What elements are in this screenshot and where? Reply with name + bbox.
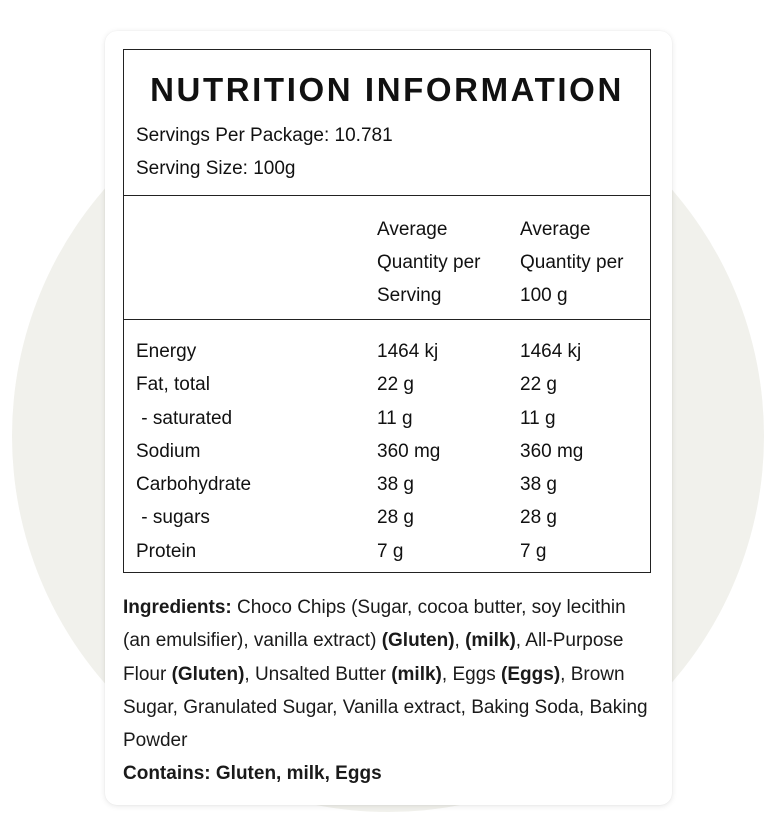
nutrient-row-energy: Energy 1464 kj 1464 kj bbox=[124, 335, 650, 368]
nutrient-name: Energy bbox=[136, 341, 197, 362]
nutrient-row-sodium: Sodium 360 mg 360 mg bbox=[124, 435, 650, 468]
nutrient-row-carbohydrate: Carbohydrate 38 g 38 g bbox=[124, 468, 650, 501]
column-header-per-100g: Average Quantity per 100 g bbox=[520, 219, 624, 306]
nutrient-row-protein: Protein 7 g 7 g bbox=[124, 535, 650, 568]
nutrient-name: Sodium bbox=[136, 440, 201, 462]
ingredients-text: , Eggs bbox=[441, 663, 502, 685]
nutrient-per-100g: 11 g bbox=[520, 407, 556, 429]
nutrient-per-100g: 7 g bbox=[520, 540, 547, 562]
nutrient-per-serving: 11 g bbox=[377, 407, 413, 429]
allergen-eggs: (Eggs) bbox=[501, 663, 561, 685]
ingredients-text: , Brown Sugar, Granulated Sugar, Vanilla… bbox=[123, 663, 648, 752]
nutrient-per-serving: 28 g bbox=[377, 507, 414, 529]
nutrient-name: - saturated bbox=[136, 407, 233, 429]
nutrient-per-serving: 22 g bbox=[377, 374, 414, 396]
ingredients-text: , All-Purpose Flour bbox=[123, 630, 624, 685]
nutrient-rows: Energy 1464 kj 1464 kj Fat, total 22 g 2… bbox=[124, 335, 650, 568]
nutrient-per-100g: 38 g bbox=[520, 474, 557, 496]
allergen-milk: (milk) bbox=[391, 663, 442, 685]
nutrient-per-100g: 22 g bbox=[520, 374, 557, 396]
nutrient-row-saturated: - saturated 11 g 11 g bbox=[124, 402, 650, 435]
ingredients-text: , bbox=[454, 630, 466, 652]
ingredients-heading: Ingredients: bbox=[123, 597, 232, 618]
ingredients-text: , Unsalted Butter bbox=[244, 663, 392, 685]
contains-allergens: Contains: Gluten, milk, Eggs bbox=[123, 763, 382, 785]
divider-header bbox=[124, 319, 650, 320]
ingredients-text: Choco Chips (Sugar, cocoa butter, soy le… bbox=[123, 597, 626, 652]
nutrient-per-serving: 38 g bbox=[377, 474, 414, 496]
nutrient-row-fat-total: Fat, total 22 g 22 g bbox=[124, 368, 650, 401]
nutrient-name: Carbohydrate bbox=[136, 474, 252, 496]
allergen-milk: (milk) bbox=[465, 630, 516, 652]
column-header-per-serving: Average Quantity per Serving bbox=[377, 219, 481, 306]
nutrient-name: - sugars bbox=[136, 507, 210, 529]
divider-top bbox=[124, 195, 650, 196]
nutrient-per-100g: 28 g bbox=[520, 507, 557, 529]
servings-per-package: Servings Per Package: 10.781 bbox=[136, 125, 393, 146]
nutrient-name: Protein bbox=[136, 540, 197, 562]
nutrient-per-serving: 1464 kj bbox=[377, 341, 439, 362]
nutrition-panel: NUTRITION INFORMATION Servings Per Packa… bbox=[123, 49, 651, 573]
nutrition-title: NUTRITION INFORMATION bbox=[150, 71, 624, 108]
nutrient-per-100g: 1464 kj bbox=[520, 341, 582, 362]
nutrient-per-serving: 360 mg bbox=[377, 440, 441, 462]
nutrient-name: Fat, total bbox=[136, 374, 210, 396]
nutrient-per-100g: 360 mg bbox=[520, 440, 584, 462]
nutrition-card: NUTRITION INFORMATION Servings Per Packa… bbox=[105, 31, 672, 805]
nutrient-per-serving: 7 g bbox=[377, 540, 404, 562]
allergen-gluten: (Gluten) bbox=[171, 663, 245, 685]
serving-size: Serving Size: 100g bbox=[136, 158, 296, 179]
ingredients-block: Ingredients: Choco Chips (Sugar, cocoa b… bbox=[123, 591, 651, 791]
nutrient-row-sugars: - sugars 28 g 28 g bbox=[124, 501, 650, 534]
allergen-gluten: (Gluten) bbox=[381, 630, 455, 652]
